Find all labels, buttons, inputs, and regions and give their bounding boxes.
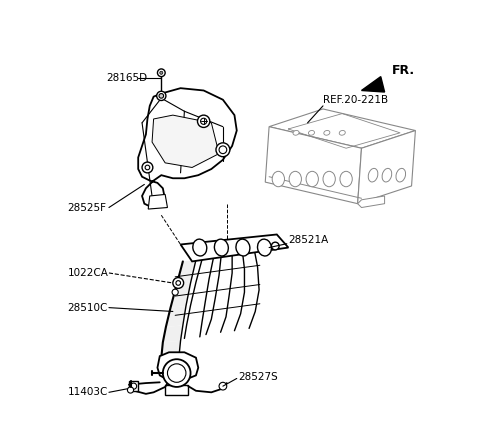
Circle shape: [216, 143, 230, 157]
Circle shape: [142, 162, 153, 173]
Circle shape: [173, 277, 184, 289]
Polygon shape: [358, 196, 384, 207]
Circle shape: [172, 289, 178, 295]
Ellipse shape: [382, 169, 392, 182]
Polygon shape: [157, 352, 198, 379]
Circle shape: [271, 242, 279, 250]
Text: 28165D: 28165D: [106, 73, 147, 83]
Polygon shape: [165, 384, 188, 395]
Circle shape: [201, 118, 207, 124]
Text: 28525F: 28525F: [67, 202, 107, 213]
Circle shape: [197, 115, 210, 128]
Polygon shape: [177, 260, 196, 285]
Polygon shape: [163, 325, 183, 342]
Ellipse shape: [289, 171, 301, 187]
Circle shape: [219, 146, 227, 153]
Circle shape: [168, 364, 186, 382]
Circle shape: [176, 281, 180, 285]
Polygon shape: [269, 109, 415, 148]
Circle shape: [219, 382, 227, 390]
Circle shape: [131, 383, 137, 389]
Circle shape: [160, 71, 163, 74]
Text: 28521A: 28521A: [288, 235, 329, 245]
Polygon shape: [129, 381, 138, 391]
Ellipse shape: [339, 131, 345, 135]
Ellipse shape: [257, 239, 272, 256]
Circle shape: [159, 94, 164, 98]
Polygon shape: [138, 88, 237, 207]
Ellipse shape: [324, 131, 330, 135]
Polygon shape: [358, 131, 415, 204]
Circle shape: [145, 165, 150, 170]
Polygon shape: [170, 283, 191, 308]
Text: FR.: FR.: [392, 64, 415, 77]
Ellipse shape: [272, 171, 285, 187]
Ellipse shape: [306, 171, 318, 187]
Ellipse shape: [340, 171, 352, 187]
Text: 1022CA: 1022CA: [67, 268, 108, 278]
Circle shape: [127, 387, 133, 393]
Polygon shape: [361, 77, 384, 92]
Ellipse shape: [293, 131, 299, 135]
Polygon shape: [180, 235, 288, 261]
Ellipse shape: [309, 131, 314, 135]
Text: REF.20-221B: REF.20-221B: [323, 95, 388, 105]
Ellipse shape: [368, 169, 378, 182]
Circle shape: [163, 359, 191, 387]
Ellipse shape: [193, 239, 207, 256]
Ellipse shape: [323, 171, 336, 187]
Polygon shape: [166, 306, 186, 327]
Circle shape: [156, 91, 166, 100]
Ellipse shape: [396, 169, 406, 182]
Polygon shape: [152, 115, 219, 168]
Polygon shape: [265, 127, 361, 204]
Ellipse shape: [236, 239, 250, 256]
Ellipse shape: [215, 239, 228, 256]
Text: 11403C: 11403C: [67, 387, 108, 397]
Polygon shape: [161, 341, 180, 358]
Polygon shape: [148, 194, 168, 209]
Circle shape: [157, 69, 165, 77]
Text: 28527S: 28527S: [238, 372, 278, 382]
Text: 28510C: 28510C: [67, 303, 108, 313]
